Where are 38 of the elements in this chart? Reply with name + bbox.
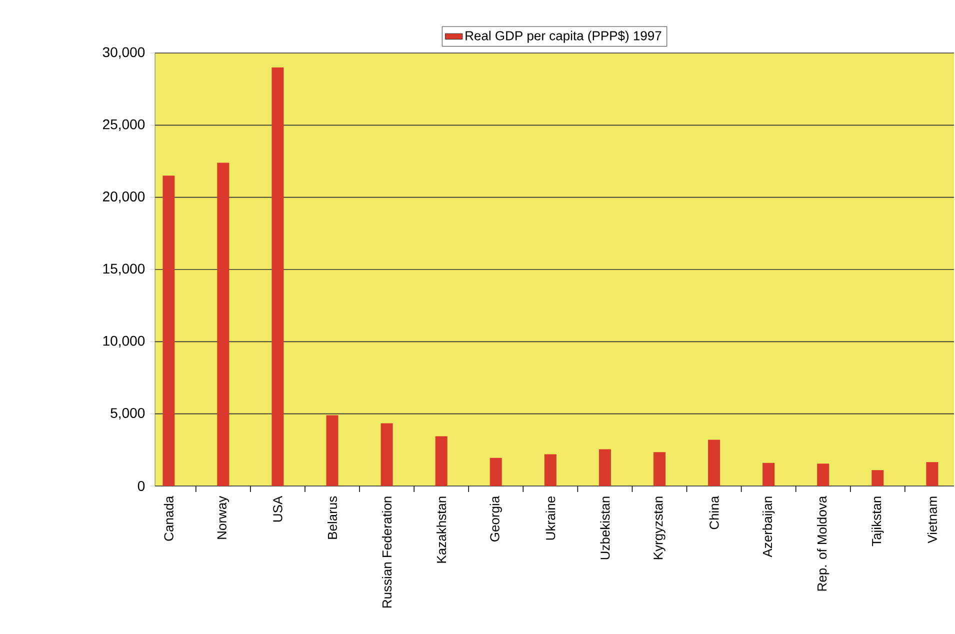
x-tick-label: Belarus <box>327 496 338 539</box>
x-tick-label: Kyrgyzstan <box>654 496 666 560</box>
y-tick-label: 30,000 <box>102 47 145 59</box>
y-tick-label: 20,000 <box>103 192 145 204</box>
x-tick-label: Kazakhstan <box>436 496 446 563</box>
bar <box>654 452 666 486</box>
bar <box>272 67 284 486</box>
bar <box>380 423 393 486</box>
x-tick-label: Georgia <box>490 496 502 542</box>
bar <box>435 436 448 486</box>
y-tick-label: 10,000 <box>103 336 145 348</box>
x-tick-label: Azerbaijan <box>762 496 775 558</box>
bar <box>326 415 338 486</box>
bar <box>872 470 884 486</box>
y-tick-label: 15,000 <box>103 264 145 276</box>
bar <box>490 458 502 486</box>
bar <box>217 162 230 486</box>
x-tick-label: Uzbekistan <box>600 496 610 560</box>
bar <box>544 454 556 486</box>
y-tick-label: 5,000 <box>110 408 145 420</box>
bar <box>162 176 175 486</box>
bar <box>926 462 938 486</box>
x-tick-label: USA <box>273 496 282 522</box>
x-tick-label: China <box>709 496 719 530</box>
bar <box>817 464 830 486</box>
x-tick-label: Russian Federation <box>382 496 392 608</box>
x-tick-label: Ukraine <box>546 496 556 540</box>
bar <box>762 462 775 486</box>
x-tick-label: Vietnam <box>927 496 937 544</box>
y-tick-label: 0 <box>138 481 145 491</box>
y-tick-label: 25,000 <box>103 119 145 131</box>
x-tick-label: Norway <box>217 496 229 539</box>
legend-label: Real GDP per capita (PPP$) 1997 <box>466 30 662 43</box>
bar <box>708 440 720 486</box>
x-tick-label: Tajikstan <box>872 496 884 546</box>
bar <box>598 449 611 486</box>
x-tick-label: Canada <box>164 496 174 541</box>
x-tick-label: Rep. of Moldova <box>817 496 830 591</box>
